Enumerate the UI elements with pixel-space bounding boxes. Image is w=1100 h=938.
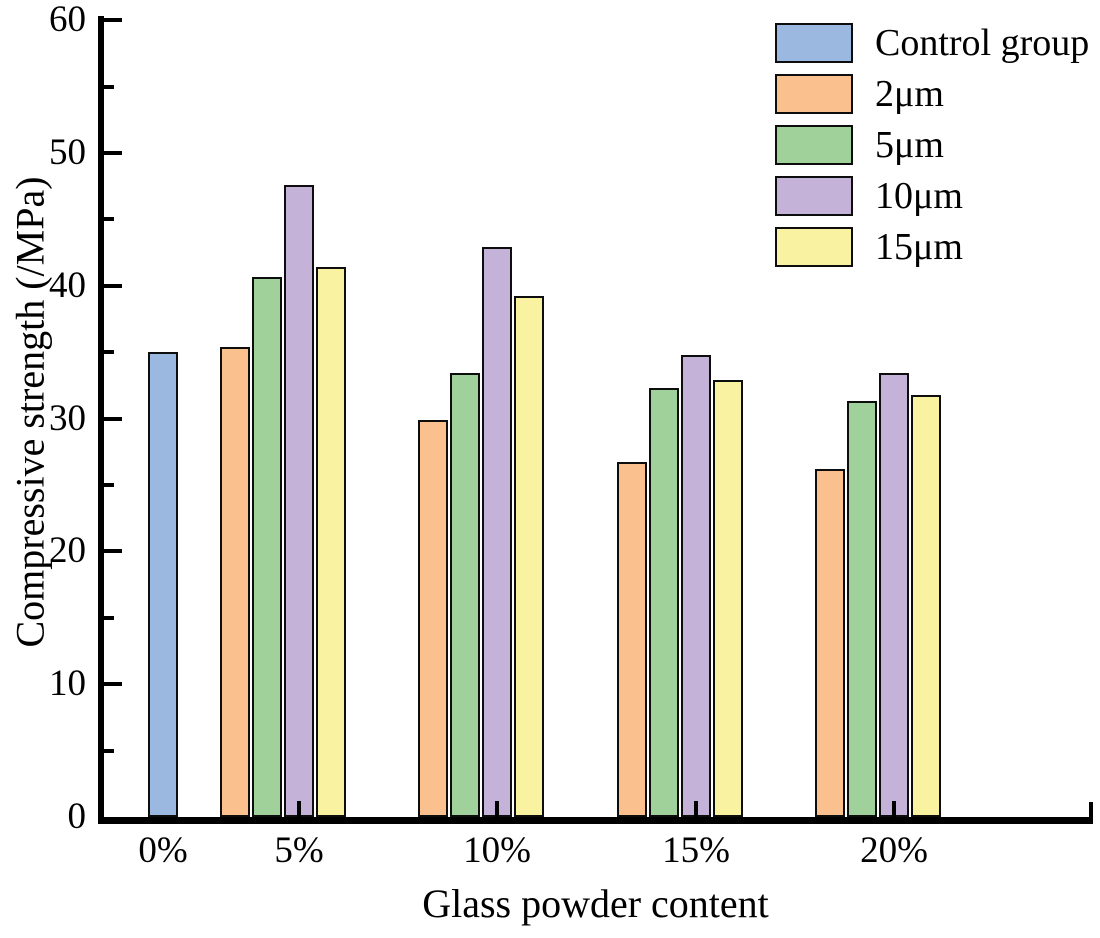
y-minor-tick <box>104 483 114 487</box>
bar-5μm-5% <box>252 277 282 817</box>
legend-row-2μm: 2μm <box>775 68 1089 119</box>
bar-15μm-15% <box>713 380 743 817</box>
bar-2μm-15% <box>617 462 647 817</box>
legend-swatch-10μm <box>775 175 853 216</box>
y-major-tick <box>104 283 122 288</box>
bar-2μm-20% <box>815 469 845 817</box>
bar-5μm-10% <box>450 373 480 817</box>
x-tick-label: 0% <box>138 830 188 871</box>
legend-row-Control group: Control group <box>775 17 1089 68</box>
x-axis-end-tick <box>1089 802 1093 817</box>
bar-15μm-5% <box>316 267 346 817</box>
y-major-tick <box>104 18 122 23</box>
y-major-tick <box>104 151 122 155</box>
y-minor-tick <box>104 350 114 355</box>
bar-2μm-5% <box>220 347 250 817</box>
x-tick-label: 10% <box>463 830 531 871</box>
x-tick-label: 15% <box>662 830 730 871</box>
y-tick-label: 0 <box>67 796 87 837</box>
legend-swatch-2μm <box>775 73 853 114</box>
y-tick-label: 40 <box>49 264 86 306</box>
legend-row-5μm: 5μm <box>775 119 1089 170</box>
bar-5μm-15% <box>649 388 679 817</box>
y-tick-label: 50 <box>49 132 86 173</box>
x-tick <box>892 801 896 817</box>
legend-label: 10μm <box>875 174 963 217</box>
bar-15μm-10% <box>514 296 544 817</box>
bar-5μm-20% <box>847 401 877 817</box>
bar-10μm-20% <box>879 373 909 817</box>
y-major-tick <box>104 549 122 554</box>
y-minor-tick <box>104 217 114 222</box>
legend: Control group 2μm 5μm 10μm 15μm <box>775 17 1089 272</box>
y-tick-label: 60 <box>49 0 86 41</box>
legend-swatch-5μm <box>775 124 853 165</box>
x-axis-line <box>98 817 1093 824</box>
y-tick-label: 10 <box>49 663 86 705</box>
x-axis-title: Glass powder content <box>422 881 769 926</box>
y-tick-label: 30 <box>49 397 86 439</box>
y-minor-tick <box>104 84 114 89</box>
y-major-tick <box>104 682 122 687</box>
bar-15μm-20% <box>911 395 941 817</box>
bar-10μm-10% <box>482 247 512 817</box>
legend-row-15μm: 15μm <box>775 221 1089 272</box>
legend-label: 5μm <box>875 123 944 166</box>
y-axis-line <box>98 16 104 824</box>
bar-10μm-5% <box>284 185 314 817</box>
legend-swatch-Control group <box>775 22 853 63</box>
y-tick-label: 20 <box>49 530 86 572</box>
x-tick-label: 20% <box>860 830 928 871</box>
legend-row-10μm: 10μm <box>775 170 1089 221</box>
legend-label: 2μm <box>875 72 944 115</box>
x-tick <box>297 801 301 817</box>
legend-label: 15μm <box>875 225 963 268</box>
x-tick <box>694 801 698 817</box>
bar-Control group-0% <box>148 352 178 817</box>
bar-2μm-10% <box>418 420 448 817</box>
y-minor-tick <box>104 615 114 620</box>
x-tick-label: 5% <box>274 830 324 871</box>
y-major-tick <box>104 416 122 421</box>
x-tick <box>495 801 499 817</box>
bar-10μm-15% <box>681 355 711 817</box>
legend-swatch-15μm <box>775 226 853 267</box>
legend-label: Control group <box>875 21 1090 64</box>
y-minor-tick <box>104 748 114 753</box>
